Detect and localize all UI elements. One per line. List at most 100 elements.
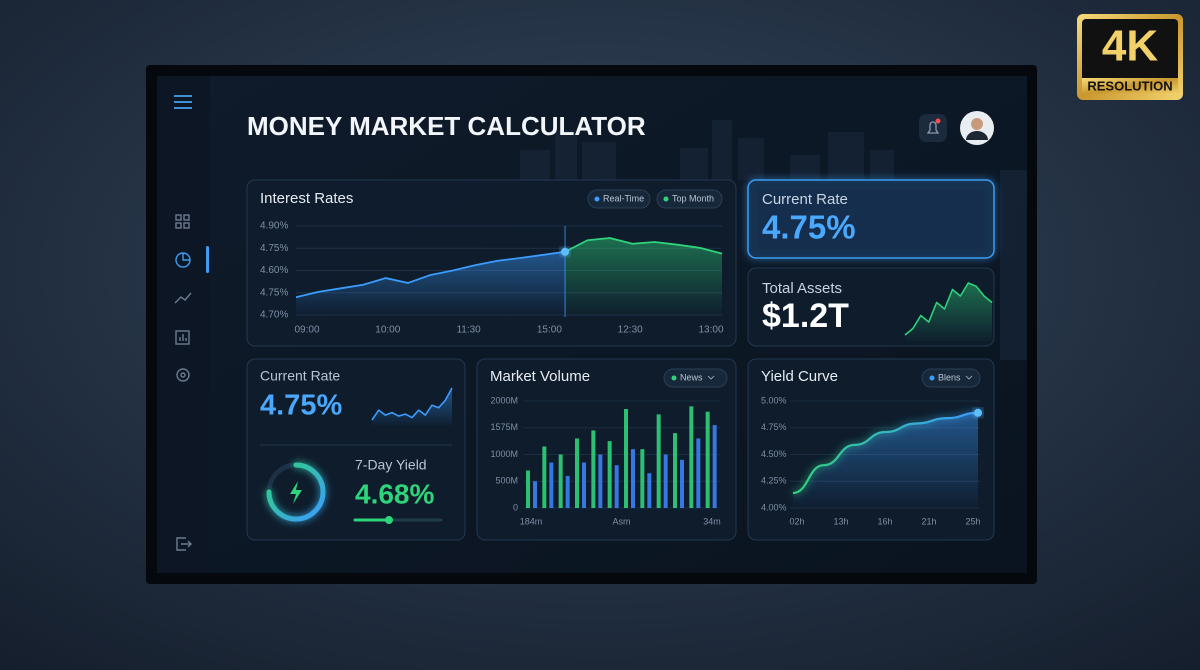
y-axis-label: 4.75% [260, 287, 288, 298]
y-axis-label: 1575M [490, 422, 518, 432]
x-axis-label: 184m [520, 516, 543, 526]
y-axis-label: 2000M [490, 395, 518, 405]
rate-value: 4.75% [260, 390, 342, 422]
bar [582, 462, 586, 508]
city-skyline [520, 120, 1027, 360]
badge-strip [1082, 78, 1178, 95]
legend-pill [656, 189, 723, 209]
x-axis-label: 21h [921, 516, 936, 526]
bar [549, 462, 554, 508]
bar [647, 473, 652, 508]
y-axis-label: 4.75% [260, 243, 288, 254]
badge-sub: RESOLUTION [1087, 78, 1172, 93]
legend-label: Top Month [672, 193, 714, 203]
yield-gauge [266, 462, 326, 522]
x-axis-label: 34m [703, 516, 721, 526]
nav-analytics[interactable] [175, 252, 191, 268]
bar [656, 414, 661, 508]
bar [680, 459, 684, 508]
bar [631, 449, 635, 508]
bar [705, 411, 710, 508]
badge-inner [1082, 19, 1178, 95]
notifications-button[interactable] [919, 114, 947, 142]
x-axis-label: 15:00 [537, 325, 562, 336]
y-axis-label: 4.60% [260, 265, 288, 276]
crosshair-dot [561, 247, 570, 256]
badge: 4K RESOLUTION [1077, 14, 1183, 100]
nav-reports[interactable] [175, 330, 190, 345]
nav-trends[interactable] [174, 292, 192, 304]
y-axis-label: 1000M [490, 449, 518, 459]
x-axis-label: 02h [789, 516, 804, 526]
bar [689, 406, 694, 508]
sparkline [371, 387, 453, 421]
filter-label: News [680, 372, 703, 382]
assets-value: $1.2T [762, 297, 849, 335]
bar [607, 441, 612, 508]
filter-label: Blens [938, 372, 961, 382]
rate-yield-card [246, 358, 466, 541]
nav-settings[interactable] [176, 368, 190, 382]
x-axis-label: 12:30 [618, 325, 643, 336]
nav-logout[interactable] [176, 537, 192, 551]
legend-item: Real-Time [587, 189, 651, 209]
bar [673, 433, 677, 508]
bar [598, 454, 603, 508]
bar [526, 470, 530, 508]
card-title: Interest Rates [260, 190, 353, 207]
y-tick-label: 5.00% [761, 395, 787, 405]
card-label: Current Rate [762, 191, 848, 208]
x-axis-label: 25h [965, 516, 980, 526]
bar [614, 465, 619, 508]
yield-curve-line [792, 411, 979, 495]
y-axis-label: 4.70% [260, 310, 288, 321]
avatar[interactable] [960, 111, 994, 145]
yield-slider[interactable] [353, 516, 443, 524]
y-tick-label: 4.00% [761, 502, 787, 512]
x-axis-label: 09:00 [294, 325, 319, 336]
y-tick-label: 4.75% [761, 422, 787, 432]
x-axis-label: Asm [613, 516, 631, 526]
sidebar [157, 76, 210, 573]
current-rate-card [747, 179, 995, 259]
nav-dashboard[interactable] [175, 214, 190, 229]
sparkline-area [905, 283, 992, 341]
card-label: Total Assets [762, 280, 842, 297]
curve-area [793, 412, 978, 508]
market-volume-card [476, 358, 737, 541]
bar [591, 430, 596, 508]
menu-button[interactable] [174, 95, 192, 109]
legend-swatch [663, 196, 669, 202]
bar [542, 446, 547, 508]
line-series [295, 250, 566, 299]
bar [533, 481, 537, 508]
legend-label: Real-Time [603, 193, 644, 203]
nav-active-indicator [206, 246, 209, 273]
badge-main: 4K [1102, 22, 1158, 71]
bar [663, 454, 668, 508]
y-tick-label: 4.50% [761, 449, 787, 459]
legend-pill [587, 189, 651, 209]
x-axis-label: 10:00 [375, 325, 400, 336]
legend-item: Top Month [656, 189, 723, 209]
bar [565, 475, 570, 508]
y-axis-label: 0 [513, 502, 518, 512]
bar [624, 409, 628, 508]
line-series [564, 237, 723, 255]
curve-end-dot [974, 408, 982, 417]
bar [558, 454, 563, 508]
sparkline [904, 282, 993, 336]
y-tick-label: 4.25% [761, 476, 787, 486]
bar [712, 425, 717, 508]
line-area [296, 251, 566, 315]
filter-dropdown[interactable]: News [663, 368, 728, 388]
rate-value: 4.75% [762, 209, 856, 246]
bar [640, 449, 645, 508]
x-axis-label: 13h [833, 516, 848, 526]
bar [696, 438, 701, 508]
y-axis-label: 4.90% [260, 221, 288, 232]
card-label: Current Rate [260, 368, 340, 384]
page-title: MONEY MARKET CALCULATOR [247, 111, 646, 141]
filter-dropdown[interactable]: Blens [921, 368, 981, 388]
